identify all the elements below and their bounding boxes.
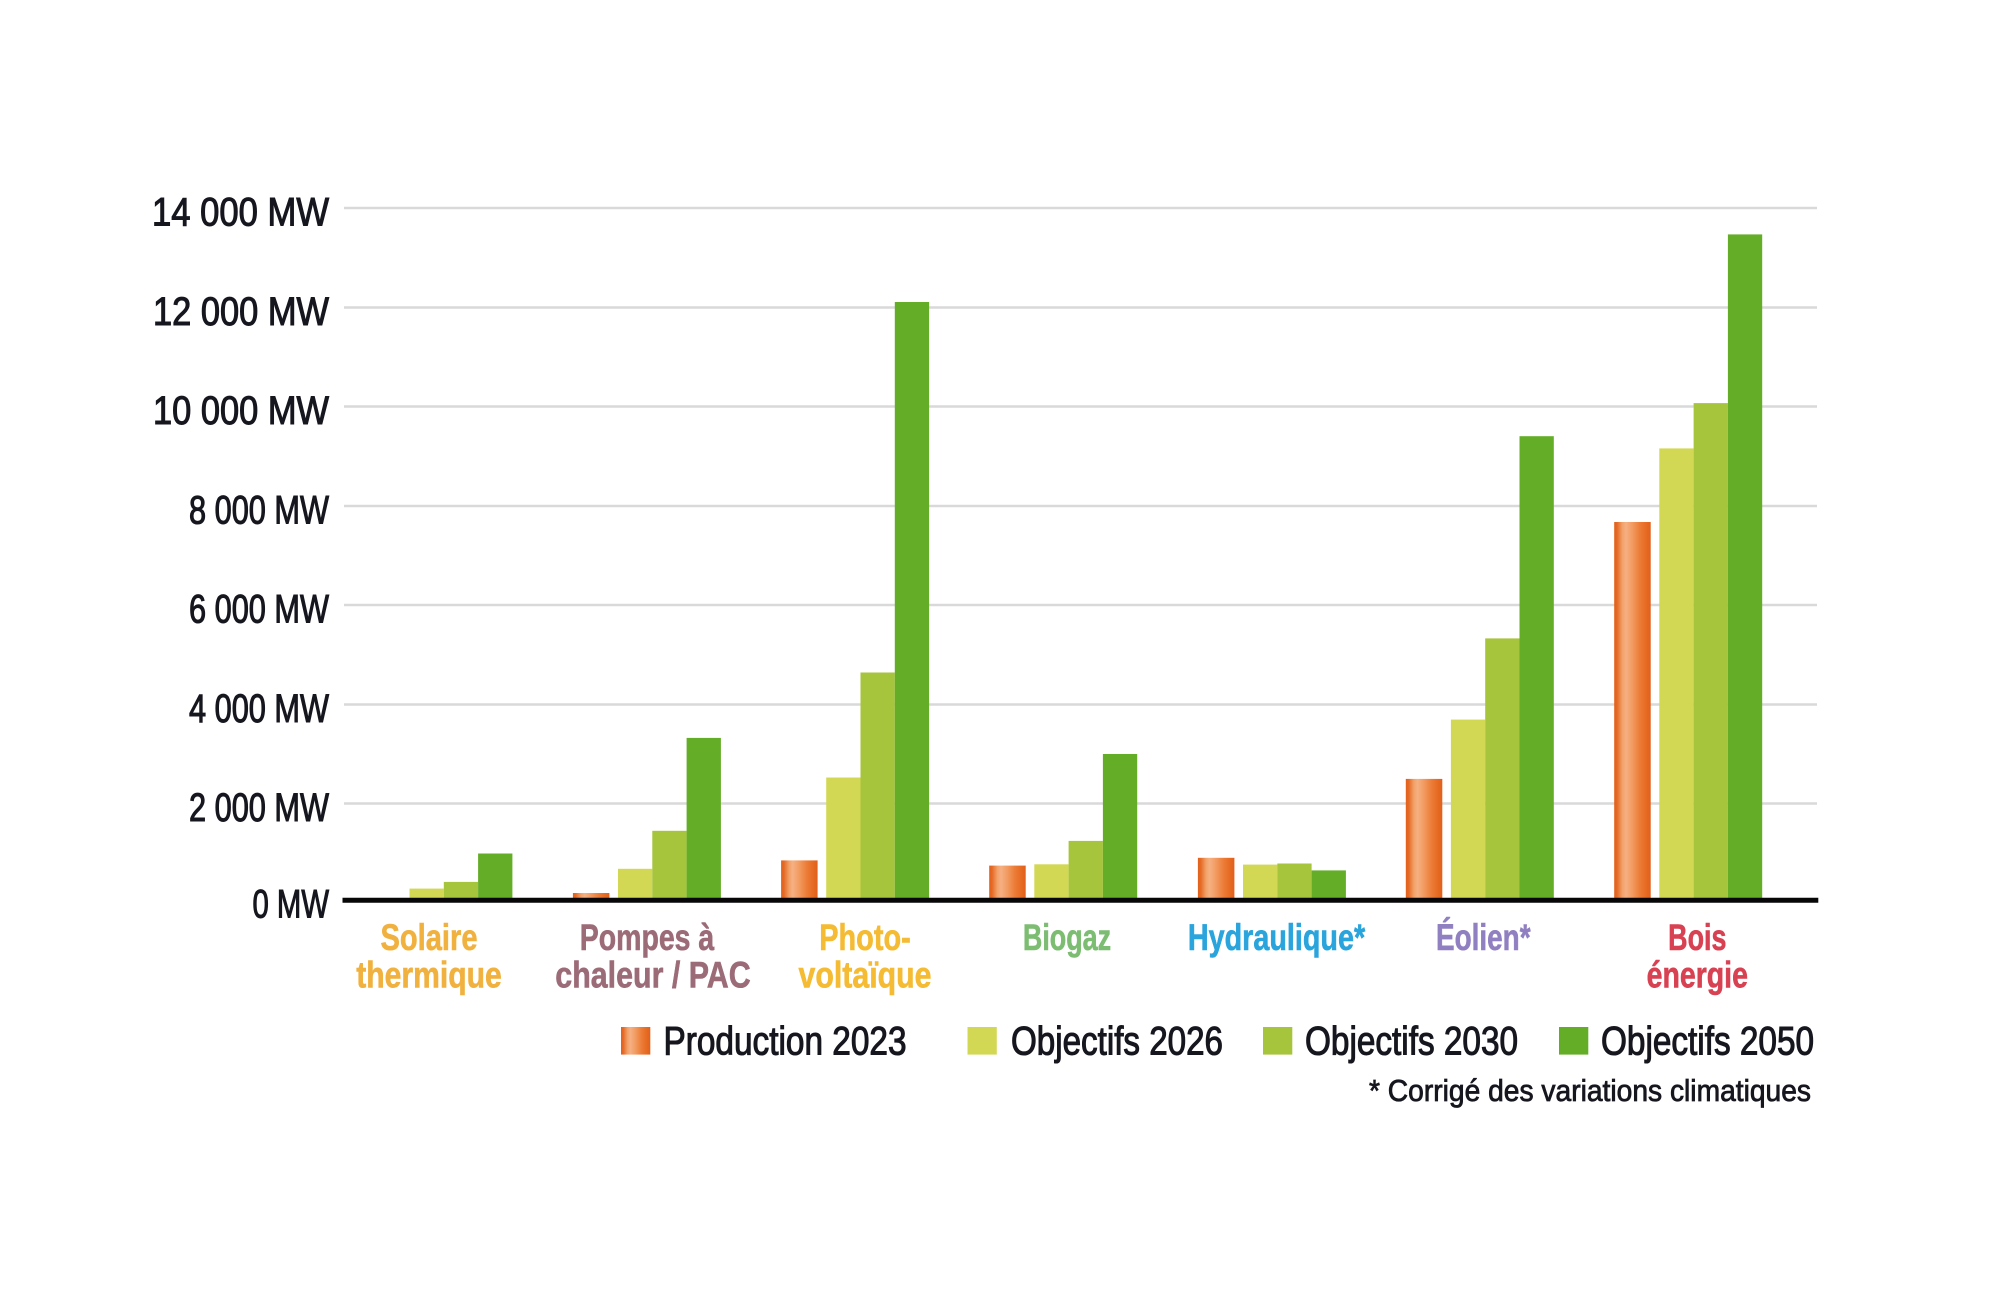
svg-text:Objectifs 2030: Objectifs 2030 <box>1305 1020 1518 1064</box>
svg-text:14 000 MW: 14 000 MW <box>152 191 329 235</box>
svg-text:10 000 MW: 10 000 MW <box>153 389 329 433</box>
svg-text:Solaire: Solaire <box>381 917 478 958</box>
svg-text:Photo-: Photo- <box>819 917 911 958</box>
svg-text:Objectifs 2026: Objectifs 2026 <box>1011 1020 1223 1064</box>
svg-text:Hydraulique*: Hydraulique* <box>1188 917 1366 958</box>
svg-text:énergie: énergie <box>1647 955 1748 996</box>
svg-text:thermique: thermique <box>356 955 502 996</box>
svg-text:8 000 MW: 8 000 MW <box>189 489 329 533</box>
svg-text:Éolien*: Éolien* <box>1436 917 1531 958</box>
svg-text:6 000 MW: 6 000 MW <box>189 588 329 632</box>
svg-text:Pompes à: Pompes à <box>580 917 715 958</box>
svg-text:2 000 MW: 2 000 MW <box>189 786 329 830</box>
svg-text:4 000 MW: 4 000 MW <box>189 687 329 731</box>
svg-text:* Corrigé des variations clima: * Corrigé des variations climatiques <box>1369 1073 1811 1108</box>
svg-text:Production 2023: Production 2023 <box>664 1020 907 1064</box>
svg-text:0 MW: 0 MW <box>253 883 330 927</box>
svg-text:Bois: Bois <box>1668 917 1726 958</box>
svg-text:voltaïque: voltaïque <box>799 955 932 996</box>
svg-text:Objectifs 2050: Objectifs 2050 <box>1601 1020 1814 1064</box>
svg-text:chaleur / PAC: chaleur / PAC <box>555 955 750 996</box>
svg-text:12 000 MW: 12 000 MW <box>153 290 329 334</box>
svg-text:Biogaz: Biogaz <box>1023 917 1111 958</box>
